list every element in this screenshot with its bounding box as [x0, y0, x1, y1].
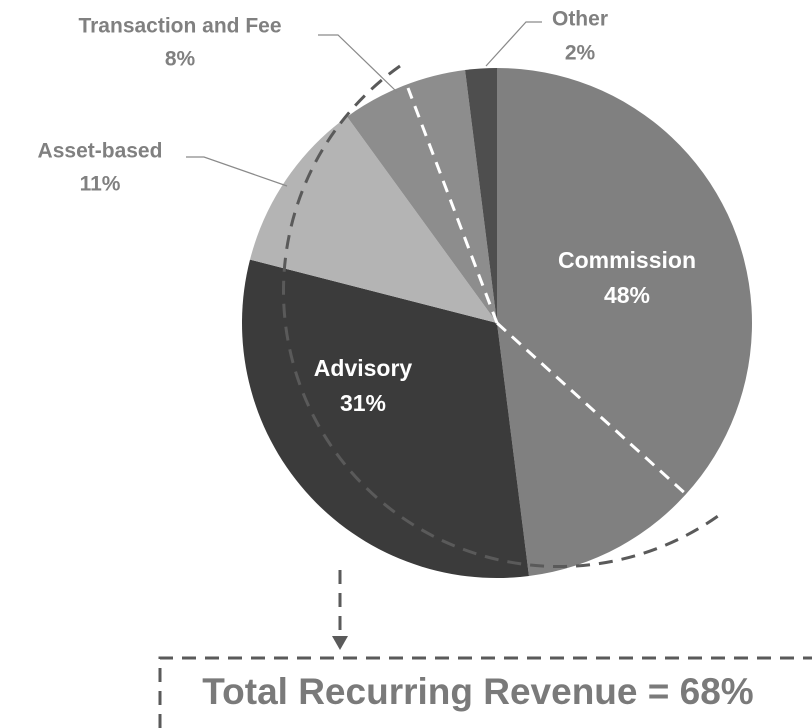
pie	[242, 68, 753, 579]
category-label: Asset-based	[38, 140, 163, 163]
value-label: 2%	[565, 42, 596, 65]
annotation-box	[158, 656, 812, 728]
value-label: 31%	[340, 390, 386, 416]
category-label: Commission	[558, 247, 696, 273]
arrow-head	[332, 636, 348, 650]
annotation: Total Recurring Revenue = 68%	[202, 671, 753, 712]
category-label: Advisory	[314, 355, 413, 381]
value-label: 8%	[165, 48, 196, 71]
slice	[250, 116, 497, 323]
leader-line	[318, 34, 398, 93]
slice	[497, 68, 753, 576]
category-label: Transaction and Fee	[78, 15, 281, 38]
divider	[495, 321, 690, 498]
slice	[242, 259, 529, 579]
leader-line	[485, 21, 542, 67]
leader-line	[186, 156, 288, 187]
value-label: 48%	[604, 282, 650, 308]
divider	[406, 87, 499, 324]
slice	[347, 70, 497, 324]
category-label: Other	[552, 8, 608, 31]
value-label: 11%	[80, 173, 121, 196]
slice	[465, 68, 497, 323]
